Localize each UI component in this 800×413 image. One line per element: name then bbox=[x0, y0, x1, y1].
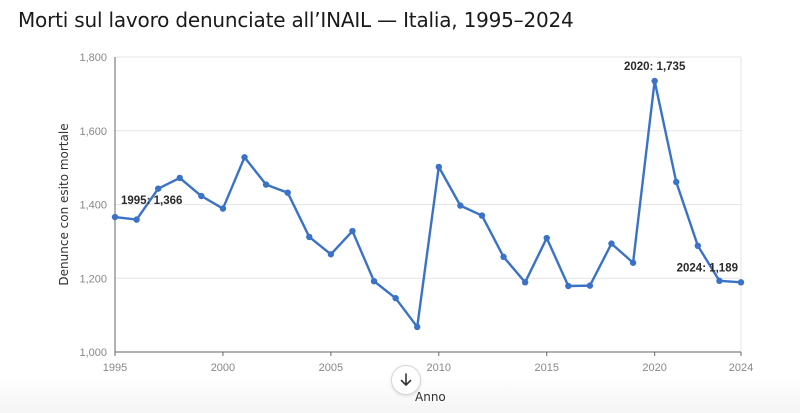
data-point bbox=[737, 279, 745, 286]
data-point bbox=[111, 213, 119, 221]
scroll-down-button[interactable] bbox=[391, 365, 421, 395]
x-tick-label: 2000 bbox=[211, 362, 235, 374]
x-tick-label: 1995 bbox=[103, 362, 127, 374]
data-point bbox=[500, 253, 507, 261]
data-point bbox=[327, 251, 335, 258]
x-tick-label: 2010 bbox=[427, 362, 451, 374]
data-point bbox=[521, 279, 529, 286]
data-point bbox=[241, 154, 248, 161]
data-point bbox=[651, 77, 658, 85]
data-point bbox=[176, 174, 183, 182]
data-point bbox=[262, 181, 270, 188]
y-tick-label: 1,800 bbox=[79, 52, 107, 64]
x-tick-label: 2024 bbox=[729, 362, 753, 374]
data-point bbox=[673, 178, 680, 186]
data-point bbox=[370, 278, 378, 285]
data-point bbox=[586, 282, 594, 289]
data-point bbox=[543, 234, 550, 242]
data-point bbox=[478, 212, 486, 219]
data-point bbox=[219, 205, 227, 212]
data-point bbox=[133, 216, 140, 223]
data-annotation: 1995: 1,366 bbox=[121, 195, 182, 207]
data-point bbox=[565, 282, 572, 290]
x-tick-label: 2015 bbox=[534, 362, 558, 374]
x-axis-label: Anno bbox=[415, 390, 446, 404]
data-point bbox=[694, 242, 702, 249]
data-point bbox=[629, 259, 637, 266]
data-point bbox=[457, 202, 464, 209]
data-point bbox=[284, 189, 291, 196]
data-annotation: 2024: 1,189 bbox=[677, 262, 738, 274]
y-tick-label: 1,000 bbox=[79, 347, 107, 359]
data-point bbox=[154, 185, 162, 192]
series-line bbox=[113, 79, 743, 329]
y-tick-label: 1,200 bbox=[79, 273, 107, 285]
y-tick-label: 1,600 bbox=[79, 126, 107, 138]
data-annotation: 2020: 1,735 bbox=[624, 61, 686, 73]
data-point bbox=[392, 294, 399, 302]
data-point bbox=[716, 277, 723, 285]
data-point bbox=[608, 240, 615, 247]
chart-title: Morti sul lavoro denunciate all’INAIL — … bbox=[18, 8, 574, 32]
data-point bbox=[414, 323, 421, 331]
y-tick-label: 1,400 bbox=[79, 200, 107, 212]
x-tick-label: 2005 bbox=[319, 362, 343, 374]
data-point bbox=[306, 233, 313, 241]
arrow-down-icon bbox=[400, 373, 412, 386]
data-point bbox=[198, 192, 205, 200]
data-point bbox=[435, 163, 442, 171]
x-tick-label: 2020 bbox=[642, 362, 666, 374]
y-axis-label: Denunce con esito mortale bbox=[57, 123, 71, 285]
data-point bbox=[349, 227, 356, 235]
